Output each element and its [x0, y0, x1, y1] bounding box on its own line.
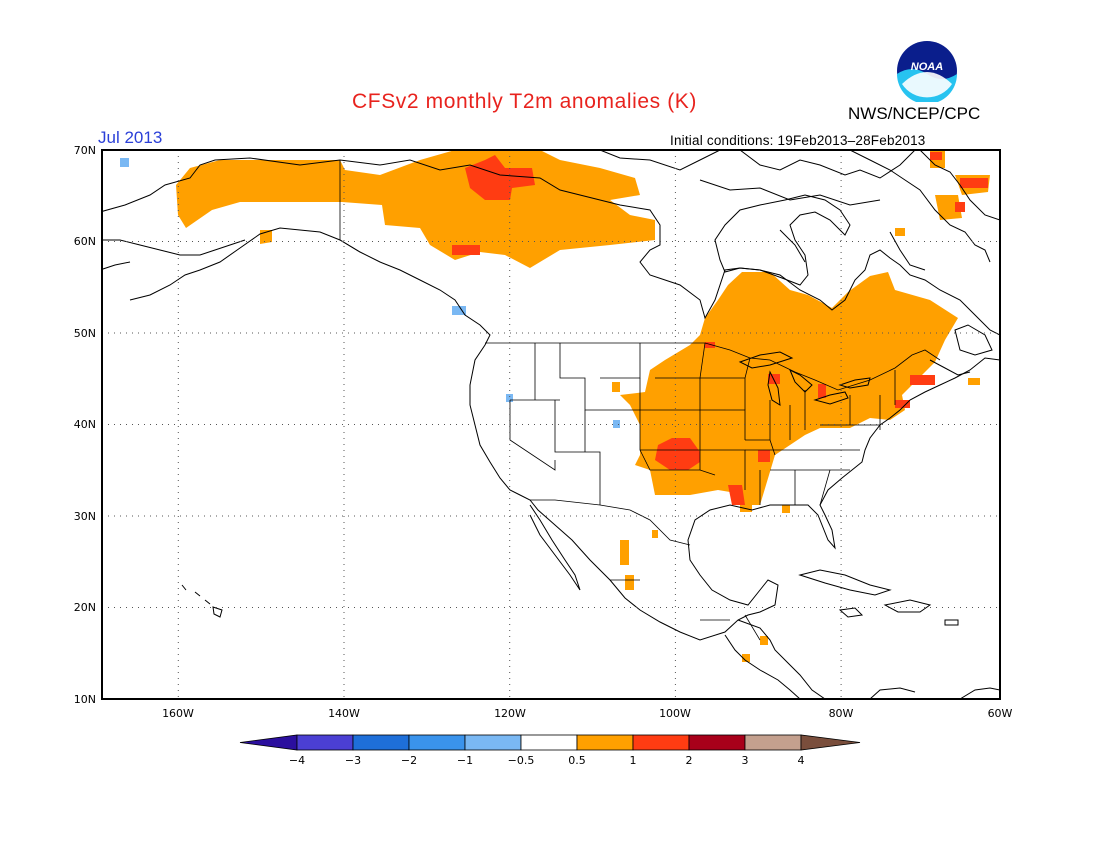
- lon-label: 160W: [162, 707, 194, 720]
- lat-label: 50N: [74, 327, 96, 340]
- colorbar-label: −1: [457, 754, 473, 767]
- colorbar-label: 3: [742, 754, 749, 767]
- map-frame: [101, 149, 1001, 700]
- colorbar-swatch: [352, 734, 410, 751]
- colorbar-label: −3: [345, 754, 361, 767]
- strong-warm-anomaly-shading: [452, 152, 988, 505]
- lat-label: 60N: [74, 235, 96, 248]
- colorbar-swatch: [632, 734, 690, 751]
- colorbar-label: −0.5: [508, 754, 535, 767]
- colorbar-label: 1: [630, 754, 637, 767]
- colorbar-swatch: [464, 734, 522, 751]
- longitude-labels: 160W 140W 120W 100W 80W 60W: [162, 707, 1012, 720]
- cool-anomaly-shading: [120, 158, 620, 428]
- agency-label: NWS/NCEP/CPC: [848, 104, 981, 123]
- latitude-labels: 70N 60N 50N 40N 30N 20N 10N: [74, 144, 96, 706]
- political-borders: [339, 160, 941, 641]
- colorbar-high-arrow: [800, 734, 861, 751]
- initial-conditions-label: Initial conditions: 19Feb2013–28Feb2013: [670, 133, 926, 148]
- colorbar-label: 2: [686, 754, 693, 767]
- lat-label: 70N: [74, 144, 96, 157]
- noaa-logo: NOAA: [897, 41, 957, 102]
- colorbar-swatch: [576, 734, 634, 751]
- colorbar-label: 4: [798, 754, 805, 767]
- lon-label: 140W: [328, 707, 360, 720]
- colorbar-label: −2: [401, 754, 417, 767]
- noaa-logo-text: NOAA: [911, 61, 943, 73]
- lat-label: 10N: [74, 693, 96, 706]
- map-title: CFSv2 monthly T2m anomalies (K): [352, 90, 697, 113]
- lon-label: 80W: [829, 707, 854, 720]
- lat-label: 20N: [74, 601, 96, 614]
- lon-label: 60W: [988, 707, 1013, 720]
- colorbar-swatch: [520, 734, 578, 751]
- coastlines-and-borders: [102, 150, 1000, 699]
- warm-anomaly-shading: [176, 150, 990, 662]
- lat-label: 30N: [74, 510, 96, 523]
- lon-label: 100W: [659, 707, 691, 720]
- colorbar-swatch: [296, 734, 354, 751]
- colorbar-swatch: [408, 734, 466, 751]
- colorbar-label: 0.5: [568, 754, 586, 767]
- lon-label: 120W: [494, 707, 526, 720]
- target-month-label: Jul 2013: [98, 128, 163, 147]
- colorbar-low-arrow: [239, 734, 298, 751]
- colorbar-swatch: [744, 734, 802, 751]
- lat-label: 40N: [74, 418, 96, 431]
- colorbar-label: −4: [289, 754, 305, 767]
- colorbar-swatch: [688, 734, 746, 751]
